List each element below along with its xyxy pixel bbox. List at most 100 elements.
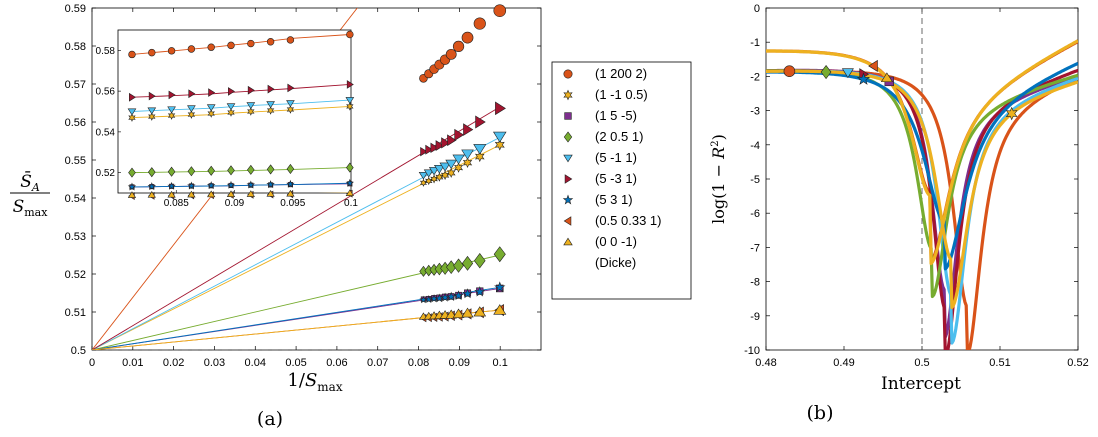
inset-data-point (147, 182, 156, 191)
data-point (493, 4, 507, 17)
data-point (473, 306, 487, 317)
data-point (430, 142, 439, 154)
inset-data-point (286, 163, 295, 175)
inset-data-point (148, 112, 156, 121)
inset-fit-line (131, 105, 350, 119)
data-point (420, 146, 428, 157)
data-point (441, 137, 451, 149)
data-point (461, 307, 474, 318)
y-tick-label: -2 (750, 71, 760, 83)
data-point (445, 159, 458, 170)
inset-y-tick-label: 0.58 (96, 46, 116, 57)
data-point (425, 144, 434, 155)
data-point (452, 154, 465, 165)
panel-a-xlabel: 1/Smax (287, 370, 342, 394)
x-tick-label: 0.48 (755, 357, 776, 369)
data-point (473, 144, 487, 155)
inset-data-point (168, 90, 176, 100)
inset-data-point (286, 36, 295, 44)
inset-data-point (346, 80, 354, 89)
inset-data-point (167, 106, 176, 114)
inset-y-tick-label: 0.52 (96, 168, 116, 179)
inset-data-point (227, 165, 235, 176)
inset-data-point (266, 38, 275, 46)
data-point (474, 151, 485, 163)
x-tick-label: 0 (89, 357, 95, 369)
data-point (493, 304, 507, 315)
y-tick-label: 0.58 (65, 41, 86, 53)
data-point (435, 140, 445, 151)
inset-data-point (206, 104, 216, 112)
curve-marker (880, 72, 893, 83)
x-tick-label: 0.51 (989, 357, 1010, 369)
inset-data-point (266, 180, 275, 189)
y-tick-label: 0.53 (65, 231, 86, 243)
inset-data-point (187, 45, 196, 53)
legend-label: (2 0.5 1) (595, 129, 643, 144)
data-point (418, 171, 429, 180)
inset-data-point (148, 48, 156, 57)
inset-data-point (266, 164, 275, 175)
legend-label: (5 3 1) (595, 192, 633, 207)
data-point (462, 288, 473, 299)
fit-line (92, 136, 501, 350)
legend-marker (562, 194, 574, 205)
inset-x-tick-label: 0.1 (344, 198, 358, 209)
data-point (445, 309, 457, 319)
inset-x-tick-label: 0.095 (280, 198, 305, 209)
inset-data-point (187, 181, 196, 190)
data-point (474, 286, 486, 297)
inset-y-tick-label: 0.56 (96, 87, 116, 98)
inset-data-point (246, 190, 255, 197)
inset-data-point (207, 43, 215, 51)
data-point (461, 31, 474, 44)
data-point (461, 255, 474, 271)
legend-label: (Dicke) (595, 255, 636, 270)
data-point (446, 167, 456, 178)
x-tick-label: 0.05 (285, 357, 306, 369)
inset-data-point (187, 105, 196, 113)
legend-label: (1 5 -5) (595, 108, 637, 123)
x-tick-label: 0.09 (449, 357, 470, 369)
y-tick-label: -8 (750, 277, 760, 289)
series-curve (766, 39, 1078, 266)
data-point (453, 290, 464, 300)
x-tick-label: 0.1 (493, 357, 508, 369)
x-tick-label: 0.49 (833, 357, 854, 369)
inset-data-point (129, 92, 136, 102)
legend-label: (0 0 -1) (595, 234, 637, 249)
inset-data-point (345, 97, 355, 105)
y-tick-label: -9 (750, 311, 760, 323)
inset-data-point (207, 190, 216, 198)
inset-data-point (286, 179, 295, 188)
inset-data-point (127, 108, 137, 116)
inset-data-point (345, 189, 354, 196)
inset-data-point (167, 190, 176, 198)
data-point (452, 40, 465, 53)
legend-marker (563, 89, 573, 101)
inset-data-point (127, 182, 137, 191)
data-point (495, 101, 506, 116)
inset-data-point (187, 166, 196, 177)
curve-marker (841, 68, 854, 79)
inset-data-point (286, 189, 295, 197)
inset-data-point (228, 87, 235, 96)
legend-box (551, 61, 692, 300)
data-point (494, 139, 505, 151)
y-tick-label: -1 (750, 37, 760, 49)
inset-data-point (266, 101, 275, 109)
inset-fit-line (131, 182, 350, 188)
inset-data-point (226, 103, 236, 111)
legend-label: (5 -3 1) (595, 171, 637, 186)
data-point (473, 17, 486, 30)
data-point (446, 291, 457, 301)
data-point (439, 162, 451, 172)
y-tick-label: -5 (750, 174, 760, 186)
data-point (453, 258, 464, 273)
inset-data-point (346, 162, 354, 173)
panel-b: 0.48 0.49 0.5 0.51 0.52 0 -1 -2 -3 -4 -5 -6 -7 -8 -9 -1… (709, 3, 1089, 424)
x-tick-label: 0.02 (163, 357, 184, 369)
inset-data-point (167, 166, 176, 177)
inset-data-point (227, 108, 235, 117)
data-point (462, 157, 473, 169)
